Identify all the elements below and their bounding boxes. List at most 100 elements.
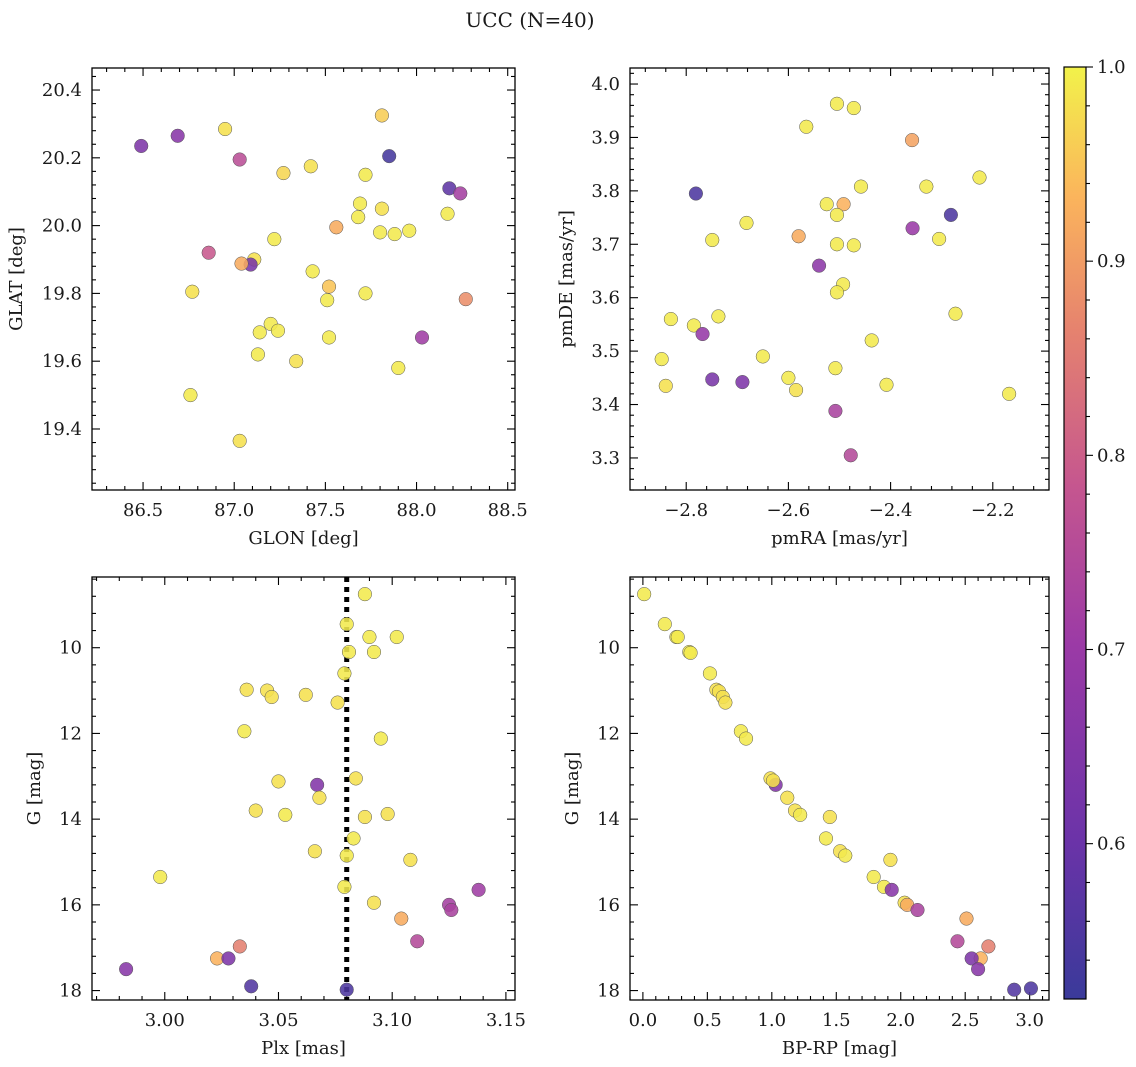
data-point bbox=[321, 279, 337, 294]
y-tick-label: 3.6 bbox=[591, 288, 620, 309]
colorbar: 0.6 0.7 0.8 0.9 1.0 bbox=[1063, 57, 1126, 1000]
data-point bbox=[170, 128, 185, 143]
data-point bbox=[919, 179, 934, 194]
y-tick-label: 3.3 bbox=[591, 448, 620, 469]
data-point bbox=[183, 388, 198, 403]
y-tick-label: 3.8 bbox=[591, 181, 620, 202]
data-point bbox=[382, 149, 397, 164]
data-point bbox=[320, 293, 335, 308]
data-point bbox=[458, 292, 473, 307]
x-tick-label: −2.2 bbox=[971, 500, 1015, 521]
data-point bbox=[330, 695, 345, 710]
data-point bbox=[440, 206, 455, 221]
y-tick-label: 12 bbox=[597, 723, 620, 744]
data-point bbox=[910, 902, 925, 918]
data-point bbox=[270, 323, 286, 338]
x-tick-label: 0.5 bbox=[693, 1010, 722, 1031]
data-point bbox=[232, 152, 247, 167]
data-point bbox=[793, 807, 808, 822]
data-point bbox=[781, 370, 796, 385]
data-point bbox=[818, 831, 834, 846]
data-point bbox=[864, 333, 879, 348]
data-point bbox=[695, 326, 710, 342]
data-point bbox=[267, 232, 282, 247]
y-tick-label: 20.2 bbox=[42, 148, 82, 169]
data-point bbox=[237, 724, 252, 739]
data-point bbox=[780, 790, 795, 805]
y-axis-label: pmDE [mas/yr] bbox=[556, 210, 577, 348]
data-point bbox=[218, 121, 233, 137]
x-tick-label: 3.0 bbox=[1015, 1010, 1044, 1031]
data-point bbox=[252, 325, 267, 340]
data-point bbox=[271, 774, 286, 789]
data-point bbox=[366, 644, 382, 660]
data-point bbox=[337, 666, 352, 681]
data-point bbox=[884, 882, 899, 897]
data-point bbox=[201, 245, 216, 260]
axes-frame bbox=[91, 67, 516, 491]
data-point bbox=[310, 777, 325, 792]
data-point bbox=[943, 207, 958, 222]
axes-frame bbox=[629, 576, 1050, 1001]
data-point bbox=[822, 809, 837, 825]
colorbar-tick-label: 0.9 bbox=[1097, 251, 1126, 272]
data-point bbox=[829, 237, 844, 252]
data-point bbox=[352, 196, 368, 211]
data-point bbox=[1023, 981, 1039, 996]
x-axis-label: Plx [mas] bbox=[261, 1038, 346, 1059]
data-point bbox=[232, 939, 247, 954]
y-tick-label: 3.4 bbox=[591, 395, 620, 416]
data-point bbox=[414, 330, 430, 345]
data-point bbox=[232, 433, 247, 448]
y-tick-label: 19.6 bbox=[42, 351, 82, 372]
data-point bbox=[389, 629, 404, 645]
y-tick-label: 19.8 bbox=[42, 283, 82, 304]
data-point bbox=[705, 372, 720, 387]
panel-glon-glat: 86.5 87.0 87.5 88.0 88.5 19.4 19.6 19.8 20.0 20.2… bbox=[6, 67, 528, 549]
data-point bbox=[471, 882, 486, 897]
data-point bbox=[351, 210, 366, 225]
y-tick-label: 20.0 bbox=[42, 216, 82, 237]
data-point bbox=[339, 617, 354, 632]
data-point bbox=[828, 403, 843, 418]
data-point bbox=[374, 108, 389, 123]
x-tick-label: 3.10 bbox=[372, 1010, 412, 1031]
y-tick-label: 18 bbox=[59, 981, 82, 1002]
x-tick-label: 3.05 bbox=[258, 1010, 298, 1031]
colorbar-tick-label: 0.8 bbox=[1097, 445, 1126, 466]
data-point bbox=[321, 330, 337, 345]
data-point bbox=[339, 982, 354, 997]
data-point bbox=[346, 831, 361, 846]
x-axis-label: BP-RP [mag] bbox=[782, 1038, 897, 1059]
data-point bbox=[981, 939, 996, 954]
data-point bbox=[153, 869, 168, 885]
y-tick-label: 16 bbox=[597, 895, 620, 916]
x-axis-label: GLON [deg] bbox=[248, 528, 358, 549]
data-point bbox=[357, 587, 372, 602]
x-tick-label: 88.5 bbox=[488, 500, 528, 521]
x-tick-label: 1.5 bbox=[822, 1010, 851, 1031]
y-tick-label: 20.4 bbox=[42, 80, 82, 101]
data-point bbox=[853, 179, 869, 194]
data-point bbox=[812, 258, 827, 273]
x-tick-label: 2.5 bbox=[951, 1010, 980, 1031]
x-tick-label: 86.5 bbox=[123, 500, 163, 521]
data-point bbox=[1007, 982, 1022, 997]
colorbar-tick-label: 1.0 bbox=[1097, 57, 1126, 78]
data-point bbox=[339, 848, 354, 863]
axes-frame bbox=[629, 67, 1050, 491]
data-point bbox=[735, 375, 750, 390]
data-point bbox=[843, 448, 858, 463]
x-tick-label: 3.00 bbox=[145, 1010, 185, 1031]
data-point bbox=[185, 284, 200, 299]
data-point bbox=[244, 979, 259, 994]
data-point bbox=[705, 232, 720, 248]
colorbar-gradient bbox=[1063, 66, 1087, 1000]
data-point bbox=[373, 731, 388, 746]
x-tick-label: 87.0 bbox=[214, 500, 254, 521]
data-point bbox=[362, 629, 377, 645]
y-tick-label: 16 bbox=[59, 895, 82, 916]
data-point bbox=[134, 138, 149, 154]
data-point bbox=[374, 201, 389, 216]
